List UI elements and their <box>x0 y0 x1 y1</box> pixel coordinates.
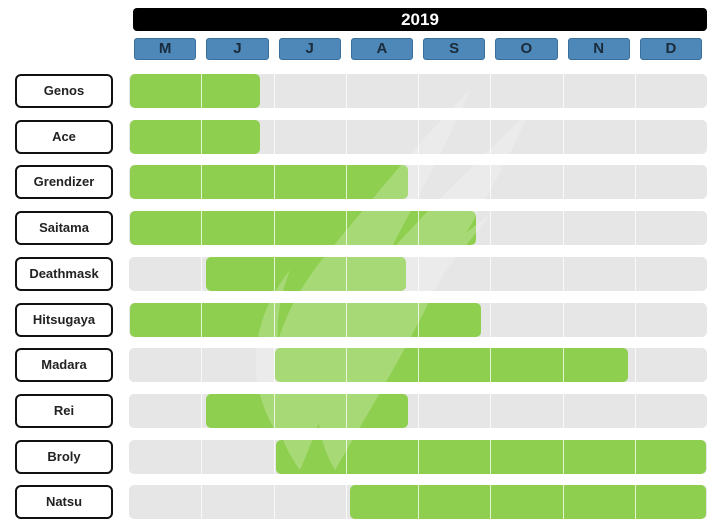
month-header-4: S <box>423 38 486 60</box>
row-label: Saitama <box>15 211 113 245</box>
row-label: Natsu <box>15 485 113 519</box>
gantt-bar-madara <box>274 348 628 382</box>
month-header-1: J <box>206 38 269 60</box>
row-label: Genos <box>15 74 113 108</box>
gantt-bar-broly <box>275 440 706 474</box>
month-header-3: A <box>350 38 413 60</box>
row-label: Broly <box>15 440 113 474</box>
gantt-bar-ace <box>130 120 261 154</box>
gantt-bar-saitama <box>130 211 477 245</box>
row-label: Rei <box>15 394 113 428</box>
month-header-0: M <box>134 38 197 60</box>
gantt-bar-hitsugaya <box>130 303 481 337</box>
gantt-bar-rei <box>205 394 409 428</box>
month-header-2: J <box>278 38 341 60</box>
gantt-bar-grendizer <box>130 165 409 199</box>
year-header: 2019 <box>133 8 707 31</box>
month-header-5: O <box>495 38 558 60</box>
month-header-7: D <box>639 38 702 60</box>
gantt-bar-natsu <box>350 485 706 519</box>
row-label: Madara <box>15 348 113 382</box>
row-label: Ace <box>15 120 113 154</box>
gantt-bar-deathmask <box>205 257 407 291</box>
row-label: Deathmask <box>15 257 113 291</box>
gantt-bar-genos <box>130 74 261 108</box>
row-label: Hitsugaya <box>15 303 113 337</box>
row-label: Grendizer <box>15 165 113 199</box>
month-header-6: N <box>567 38 630 60</box>
